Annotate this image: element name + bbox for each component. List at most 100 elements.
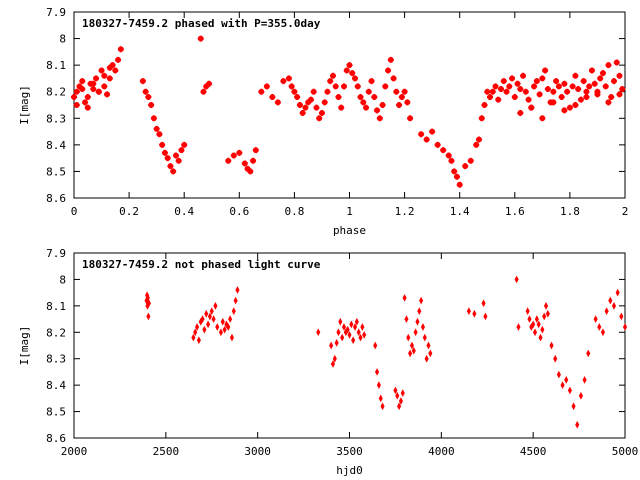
data-point [235, 286, 240, 294]
chart-title: 180327-7459.2 phased with P=355.0day [82, 17, 321, 30]
y-tick-label: 8.5 [46, 406, 66, 419]
data-point [588, 67, 595, 74]
data-point [575, 420, 580, 429]
data-point [360, 99, 367, 106]
plot-frame [73, 252, 626, 439]
data-point [316, 328, 321, 337]
y-tick-label: 8.6 [46, 192, 66, 205]
y-axis-label: I[mag] [18, 326, 31, 366]
data-point [218, 328, 223, 337]
x-tick-label: 0 [71, 205, 78, 218]
plot-frame [73, 11, 626, 199]
data-point [605, 62, 612, 69]
data-point [378, 394, 383, 403]
data-point [622, 323, 628, 331]
data-point [423, 136, 430, 143]
data-point [373, 341, 378, 350]
data-point [299, 109, 306, 116]
data-point [376, 115, 383, 122]
data-point [561, 107, 568, 114]
y-tick-label: 8.2 [46, 86, 66, 99]
data-point [82, 99, 89, 106]
data-point [531, 320, 536, 329]
data-point [230, 152, 237, 159]
data-point [148, 102, 155, 108]
data-point [329, 72, 336, 79]
data-point [605, 99, 612, 106]
data-point [139, 78, 146, 85]
data-point [597, 75, 604, 82]
x-tick-label: 4500 [520, 445, 547, 458]
x-tick-label: 3000 [244, 445, 271, 458]
data-point [338, 317, 343, 326]
data-point [558, 94, 565, 101]
data-point [619, 312, 624, 321]
data-point [594, 88, 601, 95]
data-point [145, 94, 152, 101]
data-point [613, 59, 620, 66]
data-point [611, 302, 617, 310]
data-point [492, 83, 499, 90]
data-point [555, 83, 562, 90]
data-point [374, 107, 381, 114]
data-point [549, 341, 554, 350]
data-point [542, 67, 549, 74]
y-axis-label: I[mag] [18, 85, 31, 125]
data-point [542, 312, 547, 321]
data-point [495, 96, 502, 103]
data-point [321, 99, 328, 106]
data-point [514, 275, 519, 284]
data-point [332, 354, 337, 363]
data-point [106, 64, 113, 71]
x-tick-label: 1.8 [560, 205, 580, 218]
data-point [506, 83, 513, 90]
data-point [354, 317, 359, 326]
x-tick-label: 3500 [336, 445, 363, 458]
data-point [409, 341, 415, 350]
data-point [572, 72, 579, 79]
data-point [398, 397, 403, 405]
data-point [413, 328, 418, 337]
data-point [514, 80, 521, 87]
x-tick-label: 0.8 [284, 205, 304, 218]
data-point [341, 323, 347, 331]
data-point [84, 104, 91, 111]
data-point [95, 88, 102, 95]
data-point [150, 115, 157, 122]
data-point [393, 386, 398, 395]
data-point [229, 333, 235, 342]
data-point [109, 62, 116, 69]
data-point [522, 88, 529, 95]
data-point [434, 141, 441, 148]
data-point [73, 102, 80, 108]
data-point [352, 323, 358, 331]
data-point [200, 315, 205, 323]
data-point [332, 83, 339, 90]
y-tick-label: 8 [59, 273, 66, 286]
data-point [550, 88, 557, 95]
y-tick-label: 8.3 [46, 353, 66, 366]
data-point [500, 78, 507, 85]
data-point [544, 86, 551, 93]
y-tick-label: 8.1 [46, 59, 66, 72]
data-point [451, 168, 458, 175]
data-point [517, 109, 524, 116]
data-point [475, 136, 482, 143]
data-point [379, 102, 386, 108]
data-point [553, 78, 560, 85]
data-point [481, 299, 486, 308]
data-point [84, 94, 91, 101]
data-point [538, 333, 543, 342]
data-point [338, 104, 345, 111]
data-point [200, 88, 207, 95]
x-tick-label: 1.2 [395, 205, 415, 218]
data-point [404, 99, 411, 106]
data-point [560, 381, 565, 389]
data-point [531, 83, 538, 90]
data-point [583, 88, 590, 95]
data-point [93, 75, 100, 82]
data-point [382, 83, 389, 90]
data-point [90, 86, 97, 93]
data-point [484, 88, 491, 95]
data-point [222, 325, 227, 334]
